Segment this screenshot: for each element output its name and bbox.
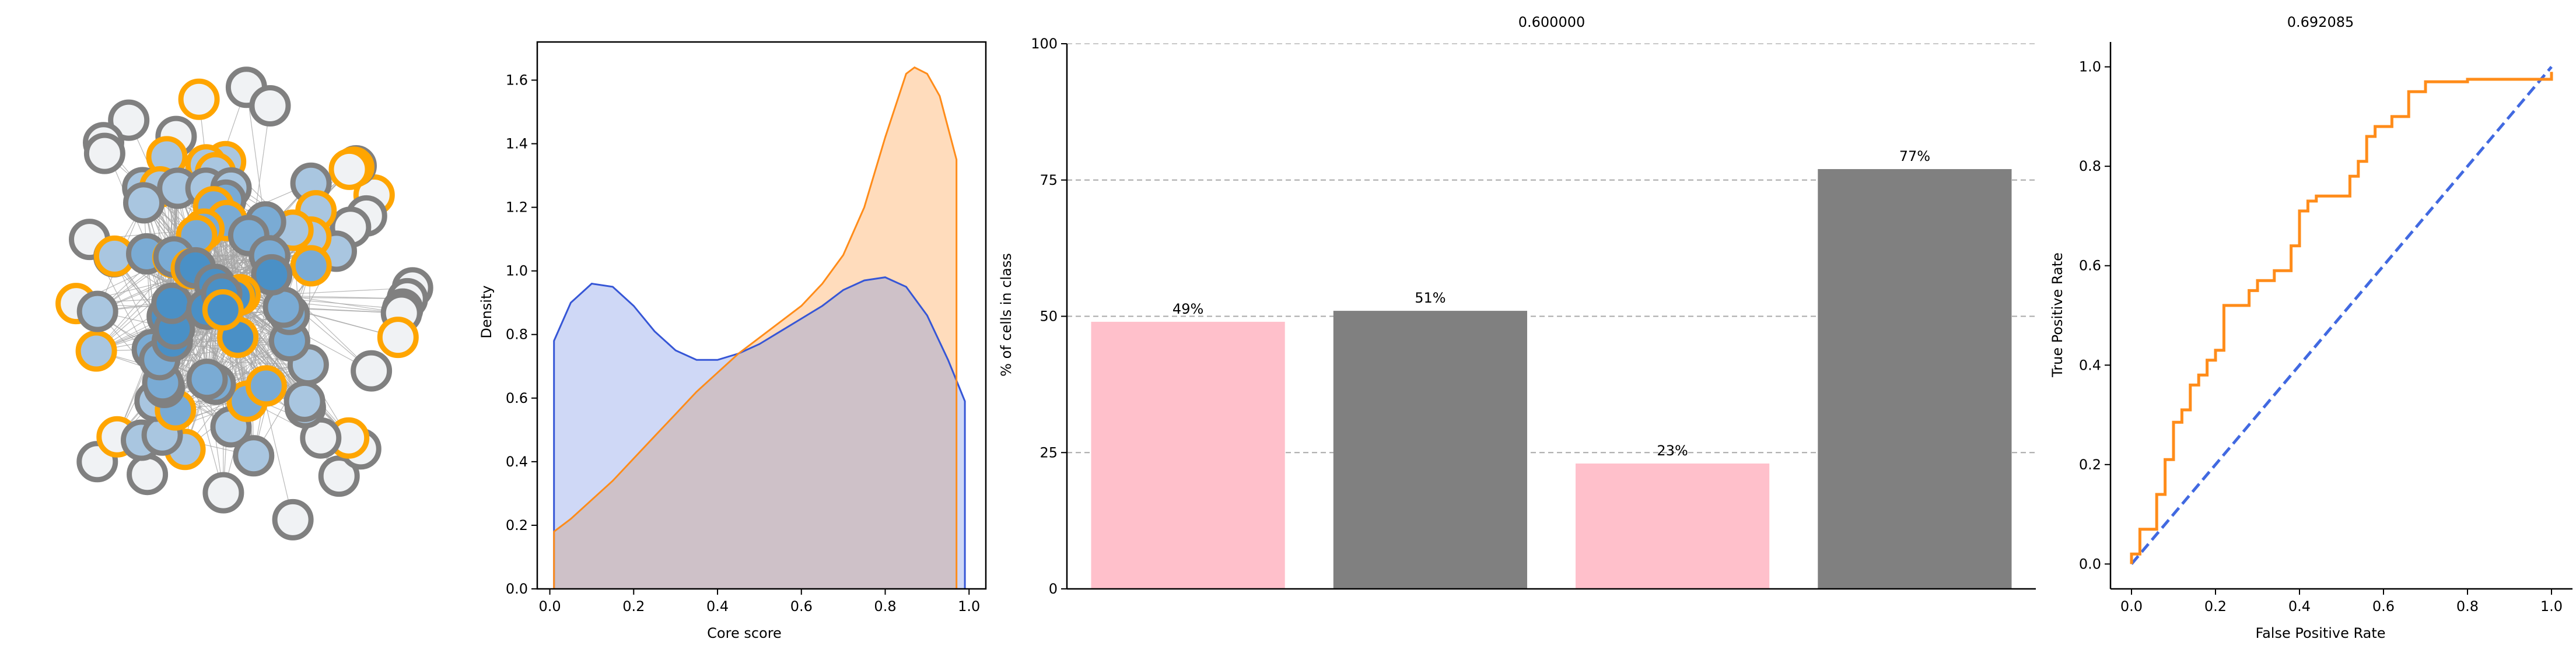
density-x-tick-label: 0.8 (874, 598, 896, 615)
density-x-tick-label: 1.0 (958, 598, 980, 615)
network-node (151, 282, 193, 324)
roc-x-tick-label: 1.0 (2540, 598, 2563, 615)
network-node (351, 350, 393, 392)
bar-y-tick-label: 50 (1040, 308, 1058, 325)
density-x-tick-label: 0.4 (706, 598, 729, 615)
roc-x-tick-label: 0.6 (2372, 598, 2395, 615)
network-node (233, 435, 275, 477)
density-y-tick-label: 1.0 (506, 263, 528, 279)
roc-x-label: False Positive Rate (2255, 625, 2385, 641)
network-node (76, 290, 118, 332)
bar-data-label: 77% (1899, 148, 1930, 164)
network-graph (55, 66, 433, 540)
network-node (290, 245, 332, 287)
network-node (202, 472, 244, 514)
roc-curve-plot: 0.0 0.2 0.4 0.6 0.8 1.0 0.0 0.2 0.4 0.6 0.8 1.0 0.6… (2049, 14, 2572, 641)
density-curves (553, 66, 966, 589)
bar-y-tick-label: 0 (1049, 581, 1058, 597)
network-node (202, 289, 244, 331)
network-edge (96, 268, 192, 352)
network-node (249, 85, 291, 127)
roc-y-label: True Positive Rate (2049, 252, 2066, 378)
density-y-tick-label: 0.0 (506, 581, 528, 597)
class-percentage-bar-chart: 49% 51% 23% 77% 0 25 50 75 100 0.600000 % of ce… (998, 14, 2036, 597)
network-node (75, 330, 117, 372)
network-edge (234, 296, 408, 299)
roc-diagonal-line (2130, 66, 2553, 565)
network-node (108, 99, 150, 141)
network-node (245, 365, 287, 407)
network-node (178, 78, 220, 120)
roc-title: 0.692085 (2287, 14, 2354, 30)
roc-y-tick-label: 1.0 (2079, 59, 2101, 75)
roc-curves (2130, 66, 2553, 565)
network-node (284, 380, 326, 422)
roc-y-tick-label: 0.0 (2079, 556, 2101, 572)
roc-y-tick-label: 0.4 (2079, 357, 2101, 373)
network-node (377, 317, 419, 359)
roc-x-tick-label: 0.8 (2456, 598, 2479, 615)
core-score-density-plot: 0.0 0.2 0.4 0.6 0.8 1.0 0.0 0.2 0.4 0.6 0.8 1.0 1.2 1… (478, 41, 987, 641)
bar-axes: 0 25 50 75 100 (1031, 36, 2036, 597)
bar-y-tick-label: 75 (1040, 172, 1058, 188)
density-x-tick-label: 0.2 (622, 598, 645, 615)
network-node (127, 454, 169, 496)
roc-y-tick-label: 0.8 (2079, 158, 2101, 174)
roc-x-tick-label: 0.2 (2204, 598, 2227, 615)
network-edge (234, 287, 413, 297)
network-node (123, 182, 164, 224)
network-node (318, 455, 360, 497)
density-x-label: Core score (707, 625, 782, 641)
network-node (328, 148, 370, 190)
network-node (251, 254, 293, 296)
density-y-tick-label: 1.4 (506, 136, 528, 152)
roc-x-tick-label: 0.0 (2120, 598, 2143, 615)
bar-data-label: 49% (1172, 301, 1203, 317)
roc-axes: 0.0 0.2 0.4 0.6 0.8 1.0 0.0 0.2 0.4 0.6 0.8 1.0 (2079, 42, 2572, 615)
density-frame (536, 41, 987, 590)
bar-y-tick-label: 25 (1040, 444, 1058, 461)
bar (1091, 321, 1285, 589)
blue-density-line (553, 276, 966, 589)
density-x-tick-label: 0.6 (790, 598, 813, 615)
roc-y-tick-label: 0.6 (2079, 258, 2101, 274)
density-y-tick-label: 1.6 (506, 72, 528, 88)
density-y-label: Density (478, 285, 495, 338)
density-y-tick-label: 0.2 (506, 517, 528, 533)
bar-title: 0.600000 (1518, 14, 1586, 30)
bar (1818, 169, 2012, 589)
network-node (83, 132, 125, 174)
network-node (186, 359, 228, 401)
density-x-tick-label: 0.0 (538, 598, 561, 615)
bar-data-label: 23% (1657, 443, 1688, 459)
bar (1576, 464, 1770, 589)
density-axes: 0.0 0.2 0.4 0.6 0.8 1.0 0.0 0.2 0.4 0.6 0.8 1.0 1.2 1… (506, 41, 987, 615)
bar (1333, 311, 1527, 589)
network-node (272, 498, 314, 540)
orange-density-line (553, 66, 958, 589)
roc-y-tick-label: 0.2 (2079, 457, 2101, 473)
density-y-tick-label: 1.2 (506, 199, 528, 216)
bar-marks: 49% 51% 23% 77% (1091, 148, 2012, 589)
density-y-tick-label: 0.8 (506, 327, 528, 343)
bar-data-label: 51% (1415, 290, 1446, 306)
roc-x-tick-label: 0.4 (2288, 598, 2311, 615)
roc-curve-line (2130, 72, 2553, 564)
bar-y-tick-label: 100 (1031, 36, 1058, 52)
density-y-tick-label: 0.4 (506, 454, 528, 470)
network-edge (234, 296, 402, 314)
density-y-tick-label: 0.6 (506, 390, 528, 406)
bar-y-label: % of cells in class (998, 253, 1014, 377)
